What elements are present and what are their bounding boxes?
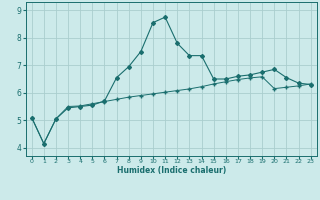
X-axis label: Humidex (Indice chaleur): Humidex (Indice chaleur)	[116, 166, 226, 175]
